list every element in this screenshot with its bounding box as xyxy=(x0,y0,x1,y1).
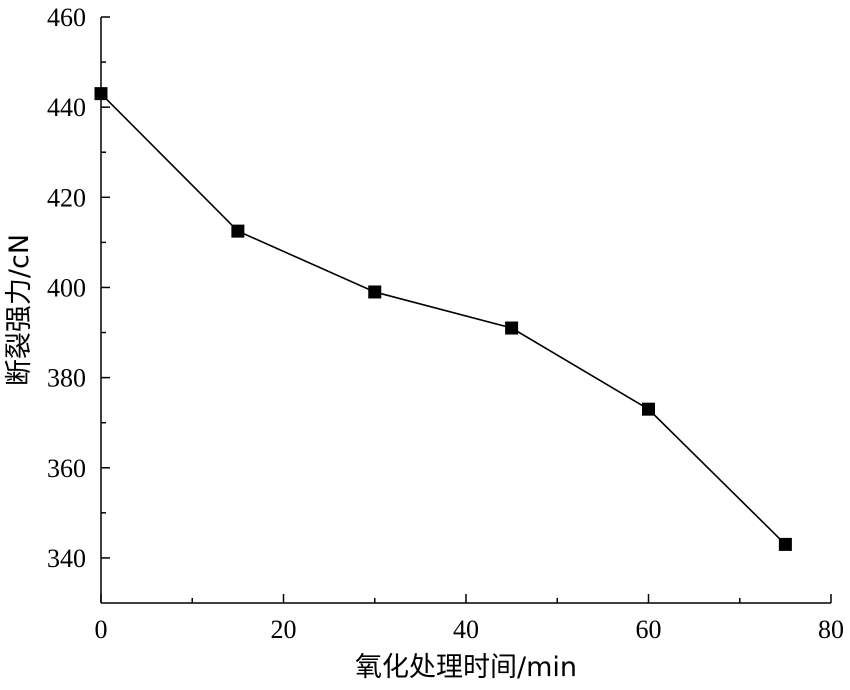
x-tick-label: 20 xyxy=(271,615,297,644)
data-point-marker xyxy=(94,87,108,101)
x-tick-label: 0 xyxy=(95,615,108,644)
data-point-marker xyxy=(505,321,519,335)
y-tick-label: 400 xyxy=(47,273,86,302)
y-tick-label: 420 xyxy=(47,183,86,212)
series-line xyxy=(100,93,786,545)
x-tick-label: 80 xyxy=(818,615,844,644)
y-tick-label: 380 xyxy=(47,364,86,393)
tick-labels: 0 20 40 60 80 340 360 380 400 420 440 460 xyxy=(47,3,844,644)
series xyxy=(94,87,792,551)
ticks xyxy=(100,16,832,603)
y-axis-title: 断裂强力/cN xyxy=(4,234,35,386)
y-tick-label: 340 xyxy=(47,544,86,573)
x-tick-label: 40 xyxy=(453,615,479,644)
data-point-marker xyxy=(778,537,792,551)
y-tick-label: 460 xyxy=(47,3,86,32)
y-tick-label: 360 xyxy=(47,454,86,483)
data-point-marker xyxy=(642,402,655,416)
data-point-marker xyxy=(231,224,245,238)
y-tick-label: 440 xyxy=(47,93,86,122)
axes xyxy=(100,17,831,604)
data-point-marker xyxy=(368,285,382,299)
x-axis-title: 氧化处理时间/min xyxy=(355,652,577,683)
x-tick-label: 60 xyxy=(636,615,662,644)
